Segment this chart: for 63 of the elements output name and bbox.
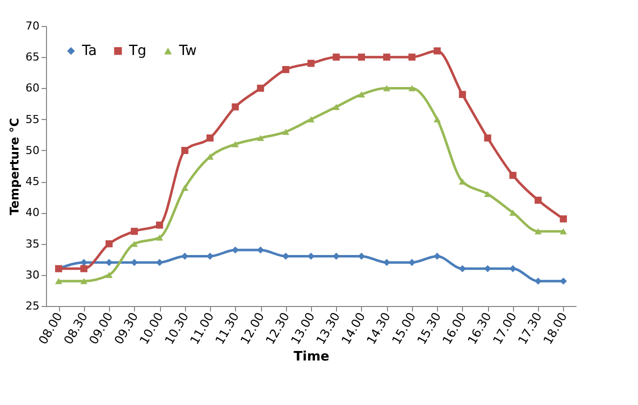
- point: [156, 258, 164, 266]
- y-tick-label: 35: [26, 237, 40, 250]
- y-tick-label: 55: [26, 112, 40, 126]
- point: [560, 278, 567, 285]
- point: [181, 184, 188, 191]
- point: [106, 272, 113, 278]
- y-tick-label: 70: [26, 20, 40, 32]
- point: [358, 91, 366, 98]
- point: [509, 265, 516, 272]
- point: [458, 90, 466, 98]
- point: [282, 66, 290, 74]
- point: [80, 278, 88, 284]
- point: [282, 128, 290, 135]
- point: [332, 54, 340, 61]
- y-tick-label: 65: [26, 50, 40, 64]
- point: [206, 134, 214, 142]
- legend-label: Tw: [178, 43, 197, 59]
- point: [106, 240, 113, 248]
- legend-label: Ta: [81, 43, 97, 59]
- point: [560, 228, 567, 234]
- point: [358, 54, 366, 61]
- point: [408, 54, 416, 61]
- y-tick-label: 25: [26, 300, 40, 312]
- point: [256, 84, 264, 92]
- point: [232, 141, 239, 148]
- y-tick-label: 40: [26, 206, 40, 220]
- point: [408, 85, 416, 92]
- point: [484, 134, 492, 142]
- point: [156, 234, 164, 241]
- y-axis-title: Temperture °C: [8, 118, 22, 216]
- point: [458, 265, 466, 272]
- point: [534, 278, 542, 285]
- point: [232, 103, 239, 110]
- y-tick-label: 45: [26, 175, 40, 188]
- point: [256, 134, 264, 142]
- point: [55, 278, 62, 284]
- y-tick-label: 50: [26, 144, 40, 157]
- point: [130, 258, 138, 266]
- point: [434, 252, 441, 260]
- point: [80, 265, 88, 272]
- point: [534, 228, 542, 234]
- point: [434, 47, 441, 54]
- point: [383, 85, 390, 92]
- point: [156, 222, 164, 229]
- legend-label: Tg: [128, 43, 146, 59]
- point: [130, 228, 138, 235]
- point: [434, 116, 441, 122]
- point: [307, 116, 315, 122]
- point: [332, 104, 340, 110]
- point: [383, 54, 390, 61]
- point: [509, 172, 516, 179]
- x-axis-title: Time: [294, 349, 330, 364]
- y-tick-label: 60: [26, 82, 40, 95]
- point: [560, 215, 567, 222]
- y-tick-label: 30: [26, 268, 40, 282]
- point: [307, 60, 315, 67]
- point: [181, 146, 188, 154]
- point: [484, 265, 492, 272]
- point: [232, 246, 239, 254]
- point: [534, 196, 542, 204]
- point: [80, 258, 88, 266]
- point: [206, 252, 214, 260]
- point: [383, 258, 390, 266]
